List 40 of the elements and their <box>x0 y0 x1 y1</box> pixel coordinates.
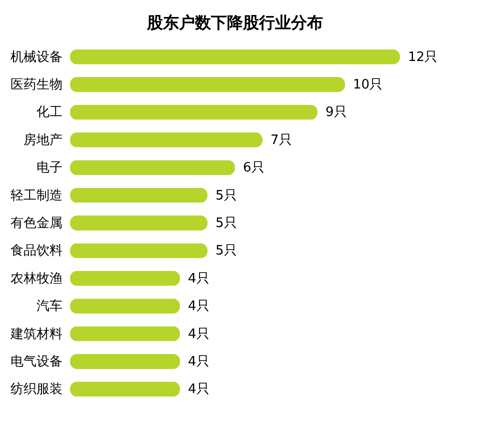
y-tick-label: 机械设备 <box>10 50 62 65</box>
y-tick-label: 化工 <box>36 105 62 120</box>
bar <box>70 298 180 314</box>
y-tick-label: 医药生物 <box>10 78 62 93</box>
bar <box>70 354 180 369</box>
data-label: 9只 <box>326 105 347 120</box>
bar <box>70 243 208 258</box>
y-tick-label: 建筑材料 <box>10 326 62 342</box>
data-label: 4只 <box>188 382 210 398</box>
data-label: 4只 <box>188 326 210 342</box>
data-label: 4只 <box>188 271 210 286</box>
bar <box>70 160 235 176</box>
data-label: 10只 <box>353 78 383 93</box>
chart-title: 股东户数下降股行业分布 <box>146 13 323 32</box>
bar <box>70 104 318 120</box>
data-label: 4只 <box>188 299 210 314</box>
y-tick-label: 轻工制造 <box>10 188 62 204</box>
y-tick-label: 纺织服装 <box>10 382 62 398</box>
y-tick-label: 电子 <box>36 160 62 176</box>
bar <box>70 270 180 286</box>
data-label: 5只 <box>216 216 237 231</box>
y-tick-label: 食品饮料 <box>10 244 62 259</box>
data-label: 12只 <box>408 50 438 65</box>
bar <box>70 382 180 397</box>
y-tick-label: 农林牧渔 <box>10 271 62 286</box>
data-label: 7只 <box>270 132 292 148</box>
y-tick-label: 有色金属 <box>10 216 62 231</box>
data-label: 6只 <box>243 160 264 176</box>
data-label: 5只 <box>216 188 237 204</box>
y-tick-label: 汽车 <box>36 299 62 314</box>
bar <box>70 326 180 342</box>
bar <box>70 188 208 203</box>
bar <box>70 49 400 64</box>
bar <box>70 132 262 148</box>
data-label: 4只 <box>188 354 210 370</box>
data-label: 5只 <box>216 244 237 259</box>
y-tick-label: 电气设备 <box>10 354 62 370</box>
y-tick-label: 房地产 <box>24 132 62 148</box>
bar <box>70 77 345 92</box>
bar <box>70 216 208 230</box>
